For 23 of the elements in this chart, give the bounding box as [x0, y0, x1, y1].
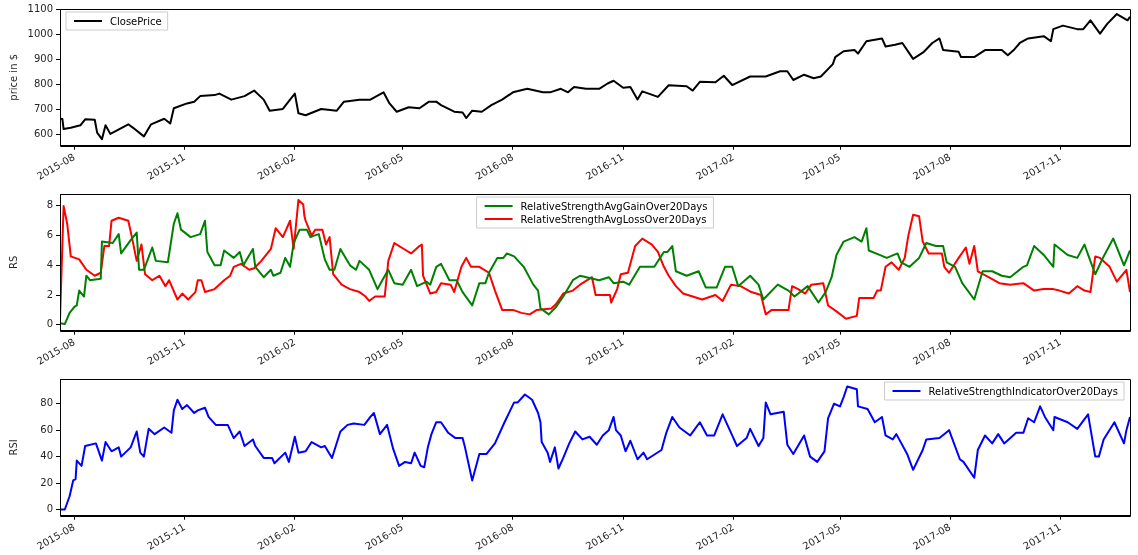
y-axis-title: RSI [7, 439, 19, 456]
y-tick-label: 0 [46, 503, 53, 515]
y-tick-label: 1000 [27, 27, 53, 39]
legend-label: RelativeStrengthIndicatorOver20Days [928, 385, 1119, 397]
y-tick-label: 900 [33, 52, 53, 64]
y-tick-label: 60 [40, 423, 53, 435]
y-tick-label: 1100 [27, 2, 53, 14]
legend-label: RelativeStrengthAvgLossOver20Days [520, 213, 707, 225]
y-tick-label: 0 [46, 318, 53, 330]
y-tick-label: 8 [46, 199, 53, 211]
y-tick-label: 6 [46, 229, 53, 241]
y-tick-label: 80 [40, 397, 53, 409]
y-tick-label: 700 [33, 103, 53, 115]
y-tick-label: 20 [40, 476, 53, 488]
legend-label: ClosePrice [110, 15, 162, 27]
y-tick-label: 2 [46, 288, 53, 300]
y-tick-label: 4 [46, 258, 53, 270]
y-tick-label: 600 [33, 128, 53, 140]
legend-label: RelativeStrengthAvgGainOver20Days [520, 200, 708, 212]
y-axis-title: RS [7, 255, 19, 270]
y-axis-title: price in $ [7, 53, 19, 101]
y-tick-label: 800 [33, 78, 53, 90]
y-tick-label: 40 [40, 450, 53, 462]
